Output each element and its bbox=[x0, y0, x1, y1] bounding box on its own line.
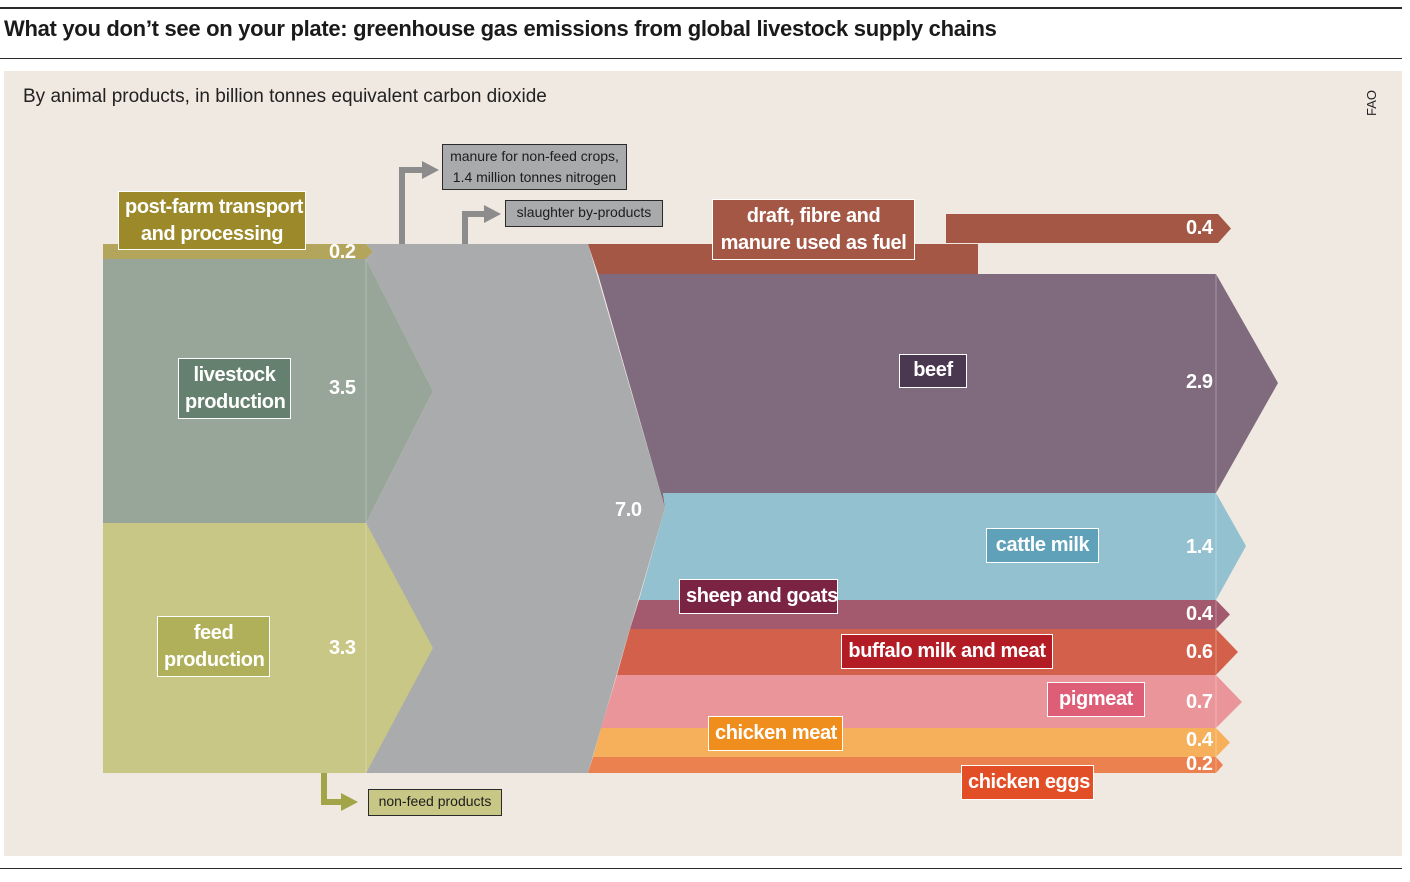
pigmeat-flow bbox=[601, 675, 1242, 728]
feed-label-line1: feed bbox=[193, 622, 234, 644]
non-feed-note: non-feed products bbox=[368, 789, 502, 816]
chicken-meat-flow bbox=[593, 728, 1230, 757]
sheep-goats-label: sheep and goats bbox=[679, 579, 838, 614]
pigmeat-value: 0.7 bbox=[1186, 691, 1213, 713]
draft-label-line2: manure used as fuel bbox=[720, 232, 907, 254]
pigmeat-label: pigmeat bbox=[1047, 682, 1145, 717]
draft-label: draft, fibre and manure used as fuel bbox=[712, 199, 915, 260]
beef-label: beef bbox=[899, 354, 967, 388]
total-hub bbox=[366, 244, 665, 773]
manure-arrowhead-icon bbox=[422, 161, 439, 179]
buffalo-value: 0.6 bbox=[1186, 641, 1213, 663]
livestock-label: livestock production bbox=[178, 358, 291, 419]
bottom-rule bbox=[0, 868, 1402, 869]
chicken-eggs-value: 0.2 bbox=[1186, 753, 1213, 775]
cattle-milk-flow bbox=[639, 493, 1246, 600]
total-value: 7.0 bbox=[615, 499, 642, 521]
top-rule bbox=[0, 7, 1402, 9]
draft-flow-end bbox=[946, 214, 1231, 243]
non-feed-arrow bbox=[321, 773, 342, 805]
chicken-meat-label: chicken meat bbox=[708, 716, 843, 751]
title-rule bbox=[0, 58, 1402, 59]
buffalo-label: buffalo milk and meat bbox=[841, 634, 1053, 669]
beef-flow bbox=[598, 274, 1278, 508]
manure-arrow bbox=[399, 167, 423, 244]
livestock-label-line1: livestock bbox=[193, 364, 276, 386]
slaughter-arrow bbox=[462, 211, 485, 244]
cattle-milk-label: cattle milk bbox=[986, 528, 1099, 563]
transport-label-line2: and processing bbox=[140, 223, 284, 245]
cattle-milk-value: 1.4 bbox=[1186, 536, 1213, 558]
chart-subtitle: By animal products, in billion tonnes eq… bbox=[23, 86, 547, 107]
draft-value: 0.4 bbox=[1186, 217, 1213, 239]
transport-label: post-farm transport and processing bbox=[118, 191, 306, 250]
livestock-value: 3.5 bbox=[329, 377, 356, 399]
feed-label-line2: production bbox=[164, 649, 265, 671]
transport-value: 0.2 bbox=[329, 241, 356, 263]
non-feed-arrowhead-icon bbox=[341, 793, 358, 811]
chicken-eggs-label: chicken eggs bbox=[961, 765, 1094, 800]
beef-value: 2.9 bbox=[1186, 371, 1213, 393]
slaughter-arrowhead-icon bbox=[484, 205, 501, 223]
manure-note-line1: manure for non-feed crops, bbox=[450, 148, 619, 164]
manure-note: manure for non-feed crops, 1.4 million t… bbox=[442, 144, 627, 190]
feed-label: feed production bbox=[157, 616, 270, 677]
chicken-eggs-flow bbox=[588, 757, 1223, 773]
transport-label-line1: post-farm transport bbox=[125, 196, 303, 218]
chicken-meat-value: 0.4 bbox=[1186, 729, 1213, 751]
livestock-label-line2: production bbox=[185, 391, 286, 413]
sheep-goats-value: 0.4 bbox=[1186, 603, 1213, 625]
draft-label-line1: draft, fibre and bbox=[746, 205, 881, 227]
slaughter-note: slaughter by-products bbox=[505, 200, 663, 227]
feed-value: 3.3 bbox=[329, 637, 356, 659]
page-title: What you don’t see on your plate: greenh… bbox=[4, 16, 997, 41]
manure-note-line2: 1.4 million tonnes nitrogen bbox=[452, 169, 617, 185]
